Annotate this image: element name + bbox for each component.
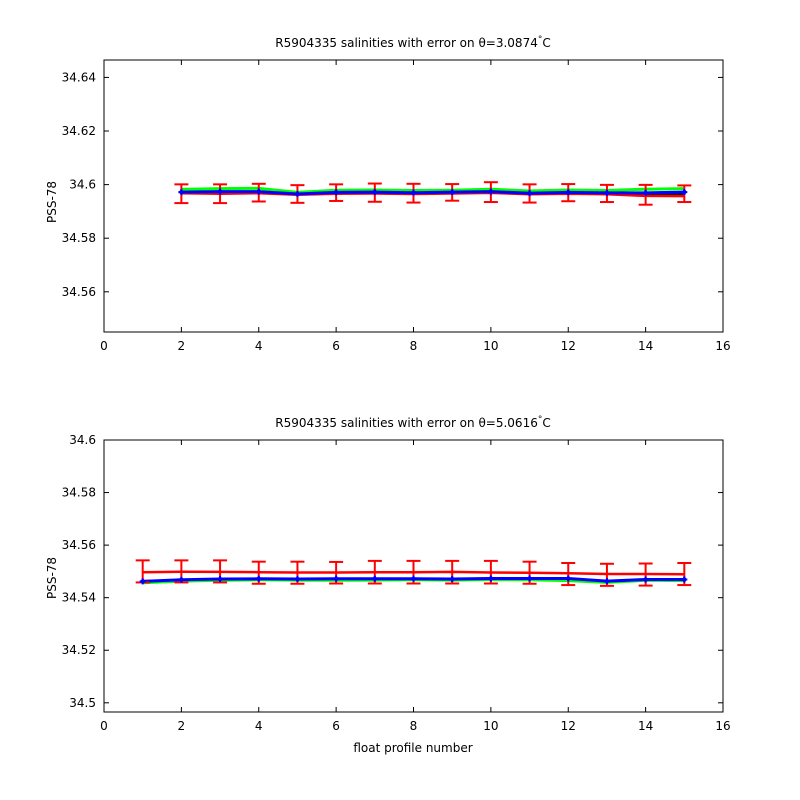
top-plot-ytick-label: 34.58 <box>62 231 96 245</box>
top-plot-series-3-point-dot <box>179 189 184 195</box>
bottom-plot-series-3-point-dot <box>643 577 648 582</box>
top-plot-series-3-point-dot <box>527 190 532 196</box>
bottom-plot-ytick-label: 34.6 <box>69 433 96 447</box>
bottom-plot-title: R5904335 salinities with error on θ=5.06… <box>275 415 550 430</box>
bottom-plot-series-3-point-dot <box>527 576 532 581</box>
top-plot-xtick-label: 2 <box>178 339 186 353</box>
top-plot-series-3-point-dot <box>643 190 648 196</box>
bottom-plot-xtick-label: 10 <box>483 719 498 733</box>
top-plot-series-3-point-dot <box>372 189 378 195</box>
bottom-plot-series-3-point-dot <box>566 576 571 581</box>
bottom-plot-series-3-point-dot <box>256 576 261 581</box>
top-plot-series-3-point-dot <box>256 189 261 194</box>
top-plot-xtick-label: 10 <box>483 339 498 353</box>
top-plot-ytick-label: 34.56 <box>62 285 96 299</box>
bottom-plot-xtick-label: 16 <box>715 719 730 733</box>
bottom-plot-series-3-point-dot <box>449 576 455 582</box>
bottom-plot-series-3-point-dot <box>682 577 687 582</box>
top-plot-series-3-point-dot <box>449 189 455 195</box>
bottom-plot-series-3-point-dot <box>372 576 378 581</box>
top-plot-ytick-label: 34.6 <box>69 178 96 192</box>
bottom-plot-series-3-point-dot <box>140 579 145 584</box>
bottom-plot-series-3-point-dot <box>333 576 339 581</box>
bottom-plot-ylabel: PSS-78 <box>45 557 59 599</box>
top-plot-series-3-point-dot <box>566 190 571 195</box>
top-plot-series-3-point-dot <box>295 191 300 197</box>
bottom-plot-series-3-point-dot <box>604 578 610 584</box>
top-plot-ylabel: PSS-78 <box>45 181 59 223</box>
bottom-plot-xtick-label: 8 <box>410 719 418 733</box>
top-plot-xtick-label: 0 <box>100 339 108 353</box>
top-plot-series-3-line <box>181 190 685 196</box>
bottom-plot-series-3-point-dot <box>295 576 300 582</box>
bottom-plot-xtick-label: 6 <box>332 719 340 733</box>
top-plot-series-3-point-dot <box>682 189 687 195</box>
bottom-plot-area <box>135 559 692 587</box>
bottom-plot-ytick-label: 34.54 <box>62 591 96 605</box>
top-plot-xtick-label: 6 <box>332 339 340 353</box>
top-plot-xtick-label: 12 <box>561 339 576 353</box>
bottom-plot-series-3-point-dot <box>411 576 416 581</box>
top-plot-title: R5904335 salinities with error on θ=3.08… <box>275 35 550 50</box>
bottom-plot-xtick-label: 4 <box>255 719 263 733</box>
bottom-plot: R5904335 salinities with error on θ=5.06… <box>45 415 731 755</box>
top-plot-xtick-label: 14 <box>638 339 653 353</box>
top-plot-series-3-point-dot <box>411 190 416 195</box>
bottom-plot-xtick-label: 12 <box>561 719 576 733</box>
bottom-plot-ytick-label: 34.58 <box>62 486 96 500</box>
top-plot-ytick-label: 34.62 <box>62 124 96 138</box>
bottom-plot-series-3-point-dot <box>179 577 184 583</box>
bottom-plot-ytick-label: 34.56 <box>62 538 96 552</box>
top-plot-series-0-line <box>181 186 685 194</box>
bottom-plot-xlabel: float profile number <box>353 741 472 755</box>
top-plot-ytick-label: 34.64 <box>62 70 96 84</box>
bottom-plot-ytick-label: 34.52 <box>62 643 96 657</box>
top-plot: R5904335 salinities with error on θ=3.08… <box>45 35 731 353</box>
top-plot-series-3-point-dot <box>604 190 610 196</box>
top-plot-area <box>174 181 692 206</box>
top-plot-series-3-point-dot <box>217 189 223 194</box>
top-plot-xtick-label: 16 <box>715 339 730 353</box>
bottom-plot-xtick-label: 2 <box>178 719 186 733</box>
top-plot-axes: 0 2 4 6 8 10 12 14 16 34.56 34.58 34.6 34.62 34.64 <box>62 60 731 353</box>
bottom-plot-axes: 0 2 4 6 8 10 12 14 16 34.5 34.52 34.54 34.56 34.58 34.… <box>62 433 731 733</box>
top-plot-series-3-point-dot <box>488 189 494 194</box>
bottom-plot-series-3-point-dot <box>217 576 223 582</box>
bottom-plot-xtick-label: 0 <box>100 719 108 733</box>
top-plot-series-3-point-dot <box>333 190 339 195</box>
bottom-plot-xtick-label: 14 <box>638 719 653 733</box>
bottom-plot-series-3-point-dot <box>488 576 494 581</box>
top-plot-xtick-label: 4 <box>255 339 263 353</box>
top-plot-xtick-label: 8 <box>410 339 418 353</box>
bottom-plot-ytick-label: 34.5 <box>69 696 96 710</box>
